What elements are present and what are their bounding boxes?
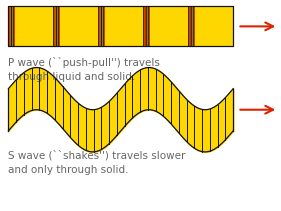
Bar [8,6,233,46]
Text: and only through solid.: and only through solid. [8,165,129,174]
Text: S wave (``shakes'') travels slower: S wave (``shakes'') travels slower [8,150,186,160]
Bar [8,6,233,46]
Text: through liquid and solid.: through liquid and solid. [8,72,136,82]
Text: P wave (``push-pull'') travels: P wave (``push-pull'') travels [8,57,160,68]
